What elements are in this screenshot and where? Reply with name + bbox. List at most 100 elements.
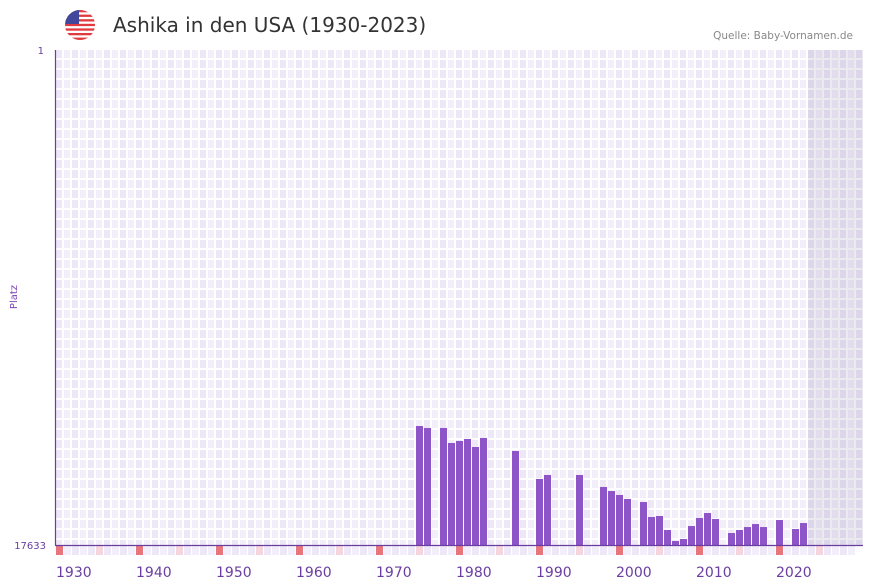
year-cell xyxy=(688,546,695,555)
x-tick-label: 1960 xyxy=(296,565,332,581)
year-cell xyxy=(352,546,359,555)
year-cell xyxy=(264,546,271,555)
half-decade-marker xyxy=(336,546,343,555)
year-cell xyxy=(824,546,831,555)
year-cell xyxy=(432,546,439,555)
decade-marker xyxy=(456,546,463,555)
half-decade-marker xyxy=(496,546,503,555)
year-cell xyxy=(632,546,639,555)
year-cell xyxy=(568,546,575,555)
x-tick-label: 1980 xyxy=(456,565,492,581)
year-cell xyxy=(392,546,399,555)
year-cell xyxy=(368,546,375,555)
bar-1976 xyxy=(424,427,431,545)
year-cell xyxy=(152,546,159,555)
year-cell xyxy=(448,546,455,555)
x-tick-label: 1990 xyxy=(536,565,572,581)
bar-2023 xyxy=(800,523,807,545)
year-cell xyxy=(488,546,495,555)
year-cell xyxy=(712,546,719,555)
half-decade-marker xyxy=(416,546,423,555)
year-cell xyxy=(680,546,687,555)
half-decade-marker xyxy=(656,546,663,555)
year-cell xyxy=(544,546,551,555)
year-cell xyxy=(792,546,799,555)
bar-1995 xyxy=(576,474,583,545)
bar-1998 xyxy=(600,486,607,545)
bar-1983 xyxy=(480,437,487,545)
decade-marker xyxy=(616,546,623,555)
year-cell xyxy=(272,546,279,555)
x-tick-label: 2010 xyxy=(696,565,732,581)
year-cell xyxy=(288,546,295,555)
bar-1979 xyxy=(448,442,455,545)
year-cell xyxy=(112,546,119,555)
year-cell xyxy=(320,546,327,555)
decade-marker xyxy=(536,546,543,555)
decade-marker xyxy=(376,546,383,555)
half-decade-marker xyxy=(576,546,583,555)
year-cell xyxy=(304,546,311,555)
year-cell xyxy=(88,546,95,555)
year-cell xyxy=(560,546,567,555)
bar-2012 xyxy=(712,519,719,545)
half-decade-marker xyxy=(176,546,183,555)
bar-2001 xyxy=(624,498,631,545)
year-cell xyxy=(592,546,599,555)
x-tick-label: 2000 xyxy=(616,565,652,581)
year-cell xyxy=(400,546,407,555)
half-decade-marker xyxy=(816,546,823,555)
bar-1991 xyxy=(544,474,551,545)
year-cell xyxy=(480,546,487,555)
year-cell xyxy=(744,546,751,555)
year-cell xyxy=(608,546,615,555)
year-cell xyxy=(528,546,535,555)
future-shade xyxy=(808,50,863,545)
year-cell xyxy=(408,546,415,555)
bar-2018 xyxy=(760,527,767,545)
year-cell xyxy=(704,546,711,555)
bar-1978 xyxy=(440,427,447,545)
year-cell xyxy=(584,546,591,555)
year-cell xyxy=(224,546,231,555)
year-cell xyxy=(840,546,847,555)
year-cell xyxy=(520,546,527,555)
bar-1980 xyxy=(456,440,463,545)
year-cell xyxy=(672,546,679,555)
year-cell xyxy=(144,546,151,555)
year-cell xyxy=(440,546,447,555)
x-tick-label: 1970 xyxy=(376,565,412,581)
year-cell xyxy=(80,546,87,555)
year-cell xyxy=(208,546,215,555)
year-cell xyxy=(640,546,647,555)
bar-2008 xyxy=(680,538,687,545)
x-tick-label: 1940 xyxy=(136,565,172,581)
year-cell xyxy=(472,546,479,555)
year-cell xyxy=(312,546,319,555)
year-cell xyxy=(720,546,727,555)
source-credit: Quelle: Baby-Vornamen.de xyxy=(713,30,853,42)
year-cell xyxy=(128,546,135,555)
bar-2007 xyxy=(672,540,679,545)
bar-2005 xyxy=(656,515,663,545)
half-decade-marker xyxy=(96,546,103,555)
year-cell xyxy=(424,546,431,555)
year-cell xyxy=(832,546,839,555)
decade-marker xyxy=(56,546,63,555)
year-cell xyxy=(808,546,815,555)
bar-2014 xyxy=(728,533,735,545)
year-cell xyxy=(160,546,167,555)
us-flag-icon xyxy=(65,10,95,40)
year-cell xyxy=(504,546,511,555)
year-cell xyxy=(240,546,247,555)
year-cell xyxy=(328,546,335,555)
year-cell xyxy=(72,546,79,555)
half-decade-marker xyxy=(256,546,263,555)
year-cell xyxy=(784,546,791,555)
year-cell xyxy=(280,546,287,555)
y-tick-label: 1 xyxy=(38,46,44,57)
y-axis-label: Platz xyxy=(9,285,20,309)
year-cell xyxy=(552,546,559,555)
year-cell xyxy=(248,546,255,555)
